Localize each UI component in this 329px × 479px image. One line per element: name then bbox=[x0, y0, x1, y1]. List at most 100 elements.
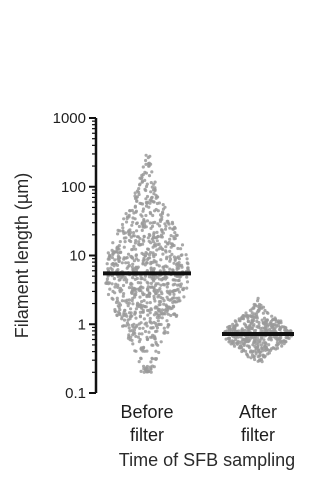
data-point bbox=[163, 222, 167, 226]
data-point bbox=[125, 256, 129, 260]
data-point bbox=[168, 298, 172, 302]
data-point bbox=[149, 181, 153, 185]
data-point bbox=[273, 316, 277, 320]
data-point bbox=[165, 285, 169, 289]
data-point bbox=[266, 324, 270, 328]
data-point bbox=[159, 310, 163, 314]
data-point bbox=[155, 275, 159, 279]
data-point bbox=[260, 318, 264, 322]
data-point bbox=[129, 311, 133, 315]
data-point bbox=[115, 250, 119, 254]
data-point bbox=[274, 343, 278, 347]
data-point bbox=[145, 324, 149, 328]
data-point bbox=[125, 220, 129, 224]
data-point bbox=[133, 310, 137, 314]
data-point bbox=[146, 313, 150, 317]
data-point bbox=[173, 300, 177, 304]
data-point bbox=[263, 308, 267, 313]
data-point bbox=[157, 322, 161, 326]
data-point bbox=[134, 316, 138, 320]
data-point bbox=[259, 326, 263, 330]
data-point bbox=[134, 209, 138, 213]
data-point bbox=[148, 292, 152, 296]
data-point bbox=[161, 252, 165, 256]
data-point bbox=[138, 237, 142, 241]
data-point bbox=[165, 319, 169, 323]
data-point bbox=[252, 316, 256, 320]
data-point bbox=[160, 229, 164, 234]
data-point bbox=[130, 223, 134, 227]
data-point bbox=[139, 213, 143, 217]
data-point bbox=[272, 327, 276, 332]
data-point bbox=[159, 233, 163, 237]
data-point bbox=[161, 203, 165, 207]
data-point bbox=[247, 327, 251, 331]
data-point bbox=[180, 253, 184, 257]
data-point bbox=[138, 182, 142, 186]
data-point bbox=[232, 325, 236, 329]
data-point bbox=[176, 287, 180, 291]
data-point bbox=[150, 321, 154, 325]
data-point bbox=[165, 282, 169, 286]
data-point bbox=[256, 296, 260, 300]
data-point bbox=[136, 287, 140, 291]
data-point bbox=[261, 353, 265, 357]
data-point bbox=[152, 286, 156, 290]
data-point bbox=[152, 255, 156, 259]
data-point bbox=[153, 236, 157, 240]
data-point bbox=[142, 258, 146, 262]
data-point bbox=[122, 318, 127, 322]
data-point bbox=[246, 337, 250, 341]
data-point bbox=[284, 335, 288, 340]
data-point bbox=[151, 213, 155, 218]
data-point bbox=[147, 232, 151, 237]
data-point bbox=[141, 261, 145, 265]
data-point bbox=[168, 237, 172, 241]
data-point bbox=[129, 230, 133, 235]
data-point bbox=[137, 224, 141, 229]
data-point bbox=[270, 314, 274, 318]
data-point bbox=[173, 226, 177, 230]
data-point bbox=[143, 274, 147, 278]
data-point bbox=[245, 353, 249, 357]
data-point bbox=[141, 209, 145, 213]
data-point bbox=[115, 296, 119, 300]
data-point bbox=[137, 360, 141, 364]
data-point bbox=[279, 319, 283, 323]
data-point bbox=[115, 313, 119, 318]
category-label-before-line1: Before bbox=[120, 402, 173, 422]
data-point bbox=[131, 234, 135, 238]
data-point bbox=[144, 197, 148, 201]
data-point bbox=[156, 234, 160, 238]
data-point bbox=[134, 257, 139, 261]
data-point bbox=[171, 304, 175, 308]
data-point bbox=[151, 240, 155, 244]
data-point bbox=[250, 353, 255, 357]
data-point bbox=[106, 282, 111, 286]
data-point bbox=[140, 306, 144, 310]
data-point bbox=[129, 307, 133, 311]
data-point bbox=[149, 326, 153, 330]
data-point bbox=[150, 185, 154, 189]
data-point bbox=[143, 263, 147, 267]
data-point bbox=[161, 247, 165, 252]
data-point bbox=[132, 293, 137, 297]
data-point bbox=[149, 360, 153, 364]
data-point bbox=[138, 201, 142, 205]
data-point bbox=[168, 249, 172, 253]
data-point bbox=[250, 311, 254, 315]
data-point bbox=[153, 283, 158, 288]
data-point bbox=[263, 344, 267, 348]
data-point bbox=[170, 252, 174, 256]
data-point bbox=[168, 267, 172, 271]
data-point bbox=[141, 172, 145, 177]
data-point bbox=[133, 326, 137, 330]
data-point bbox=[164, 245, 168, 249]
x-axis-title: Time of SFB sampling bbox=[119, 450, 295, 470]
data-point bbox=[134, 265, 138, 269]
data-point bbox=[253, 357, 257, 362]
data-point bbox=[113, 285, 117, 289]
data-point bbox=[159, 258, 163, 262]
data-point bbox=[159, 283, 163, 287]
